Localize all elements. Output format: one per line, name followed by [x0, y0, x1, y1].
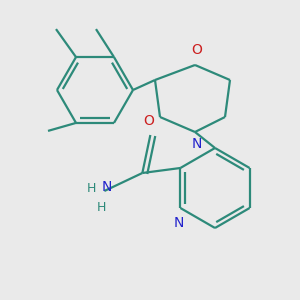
Text: H: H [87, 182, 96, 194]
Text: N: N [101, 180, 112, 194]
Text: H: H [97, 201, 106, 214]
Text: N: N [192, 137, 202, 151]
Text: O: O [192, 43, 203, 57]
Text: O: O [143, 114, 154, 128]
Text: N: N [173, 216, 184, 230]
